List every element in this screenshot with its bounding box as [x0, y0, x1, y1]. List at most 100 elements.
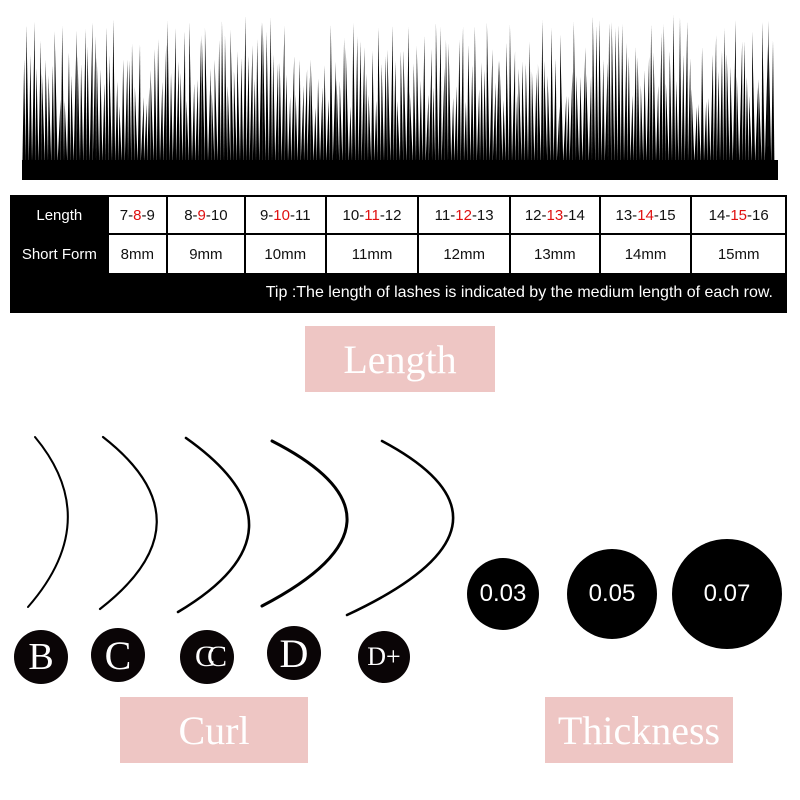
lash-hair: [454, 86, 458, 162]
length-bound: -9: [141, 206, 155, 224]
lash-hair: [38, 40, 42, 163]
lash-hair: [246, 55, 250, 163]
length-cell: 13-14-15: [598, 195, 693, 235]
lash-hair: [617, 25, 621, 163]
curl-curve: [260, 439, 349, 608]
lash-hair: [697, 103, 701, 162]
lash-hair: [28, 54, 32, 163]
lash-hair: [540, 20, 544, 163]
lash-hair: [508, 24, 512, 162]
lash-hair: [115, 81, 119, 162]
curl-badge-b: B: [14, 630, 68, 684]
lash-hair: [726, 54, 730, 162]
lash-hair: [761, 21, 765, 163]
lash-hair: [403, 50, 407, 162]
lash-hair: [307, 77, 311, 162]
lash-hair: [48, 75, 52, 162]
medium-length: 11: [364, 206, 380, 224]
lash-hair: [236, 51, 240, 163]
lash-hair: [588, 76, 592, 162]
lash-hair: [348, 106, 352, 162]
lash-hair: [105, 27, 109, 163]
lash-hair: [371, 50, 375, 162]
length-bound: 8-: [184, 206, 198, 224]
lash-hair: [310, 59, 314, 162]
lash-hair: [144, 103, 148, 162]
lash-hair: [707, 98, 711, 162]
length-cell: 8-9-10: [165, 195, 246, 235]
lash-hair: [470, 65, 474, 162]
length-cell: 12-13-14: [508, 195, 601, 235]
lash-hair: [681, 54, 685, 162]
lash-hair: [396, 101, 400, 162]
length-bound: -10: [205, 206, 228, 224]
lash-hair: [556, 106, 560, 162]
lash-hair: [736, 76, 740, 162]
lash-hair: [598, 20, 602, 162]
length-cell: 7-8-9: [106, 195, 168, 235]
lash-hair: [633, 47, 637, 162]
lash-hair: [560, 35, 564, 162]
lash-hair: [569, 71, 573, 162]
curl-curve: [98, 435, 158, 611]
lash-hair: [515, 93, 519, 162]
lash-hair: [278, 62, 282, 162]
lash-hair: [659, 33, 663, 162]
lash-hair: [297, 59, 301, 163]
lash-hair: [83, 28, 87, 162]
lash-hair: [665, 83, 669, 162]
lash-hair: [608, 23, 612, 163]
lash-hair: [649, 24, 653, 163]
lash-hair: [604, 62, 608, 162]
lash-hair: [627, 56, 631, 162]
lash-hair: [684, 21, 688, 162]
short-form-cell: 12mm: [417, 233, 511, 275]
lash-hair: [572, 21, 576, 162]
lash-hair: [755, 87, 759, 162]
lash-hair: [361, 47, 365, 162]
short-form-cell: 11mm: [324, 233, 420, 275]
lash-hair: [694, 106, 698, 162]
lash-hair: [582, 46, 586, 162]
lash-hair: [195, 79, 199, 162]
lash-hair: [460, 26, 464, 162]
lash-hair: [512, 51, 516, 163]
short-form-cell: 10mm: [243, 233, 327, 275]
lash-hair: [377, 27, 381, 162]
lash-hair: [595, 25, 599, 163]
lash-hair: [70, 75, 74, 162]
lash-hair: [211, 90, 215, 162]
lash-hair: [464, 101, 468, 162]
lash-hair: [214, 59, 218, 162]
lash-hair: [566, 96, 570, 162]
lash-hair: [352, 23, 356, 163]
lash-hair: [268, 17, 272, 163]
lash-hair: [675, 80, 679, 162]
lash-hair: [316, 78, 320, 162]
lash-hair: [592, 16, 596, 163]
lash-hair: [473, 26, 477, 162]
lash-hair: [320, 87, 324, 162]
lash-hair: [716, 71, 720, 162]
lash-hair: [723, 28, 727, 163]
lash-hair: [121, 59, 125, 162]
thickness-label: Thickness: [545, 697, 733, 763]
lash-hair: [393, 61, 397, 163]
lash-hair: [60, 25, 64, 162]
lash-hair: [550, 27, 554, 162]
lash-hair: [272, 54, 276, 163]
lash-hair: [636, 56, 640, 162]
lash-hair: [64, 101, 68, 162]
lash-hair: [169, 72, 173, 162]
lash-hair: [496, 60, 500, 163]
lash-hair: [259, 21, 263, 163]
lash-hair: [620, 24, 624, 162]
curl-label: Curl: [120, 697, 308, 763]
lash-hair: [153, 49, 157, 162]
lash-hair: [134, 86, 138, 162]
medium-length: 10: [273, 206, 290, 224]
lash-hair: [233, 71, 237, 162]
lash-hair: [147, 87, 151, 162]
lash-hair: [364, 73, 368, 162]
length-bound: 9-: [259, 206, 274, 224]
